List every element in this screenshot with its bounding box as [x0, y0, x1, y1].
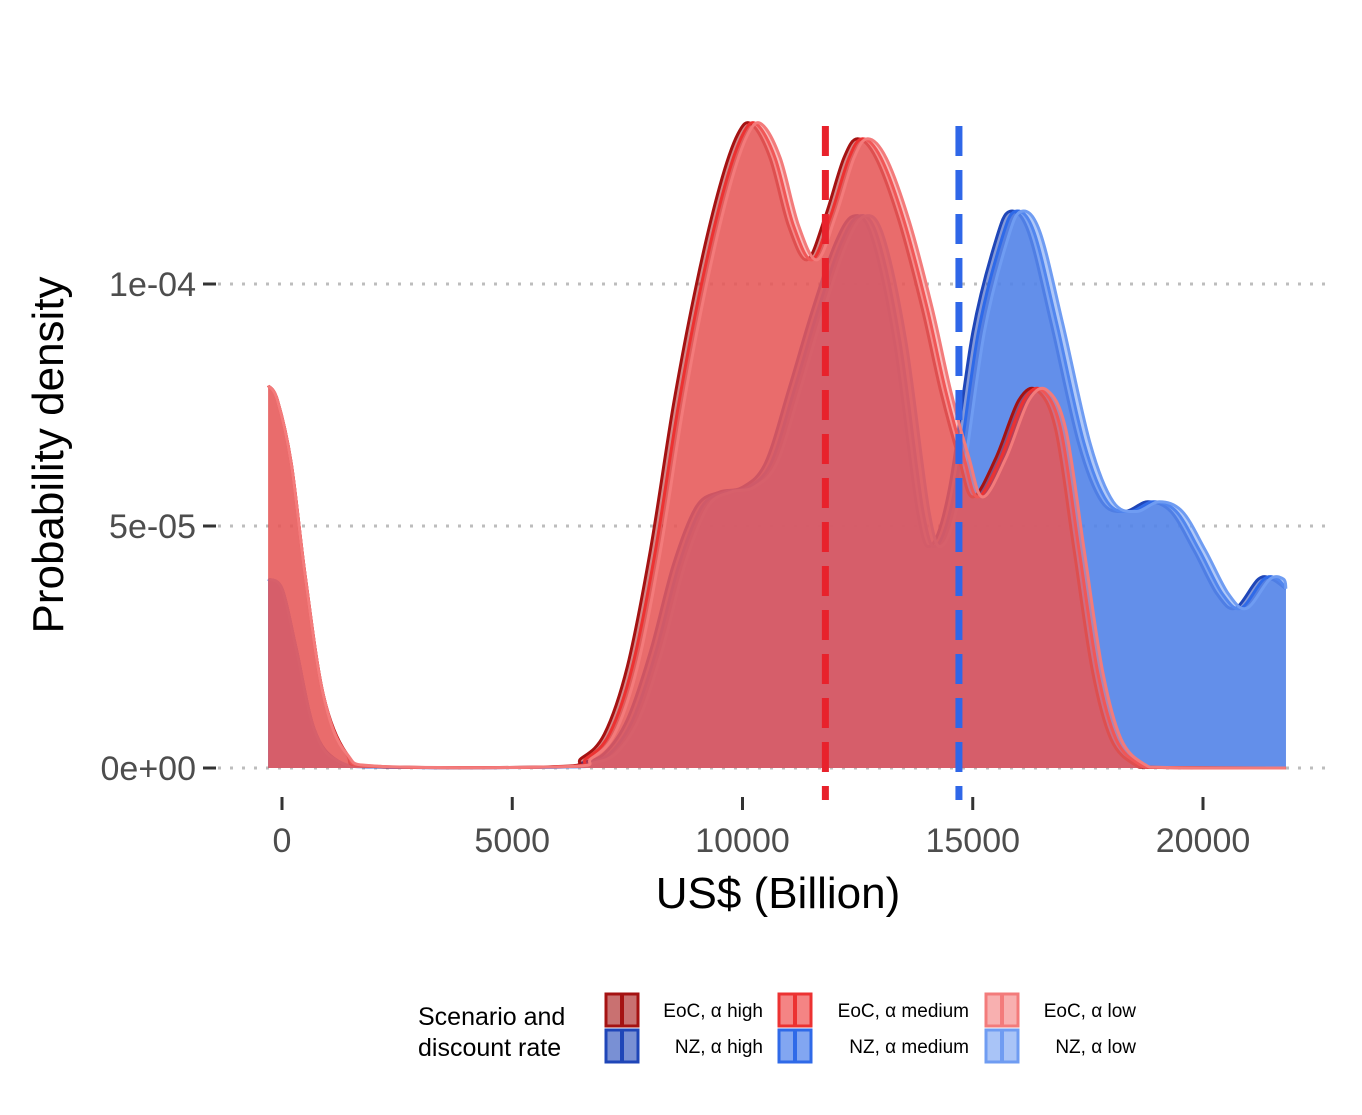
x-tick-label: 10000: [695, 822, 790, 860]
legend-key: NZ, α low: [984, 1028, 1136, 1064]
legend-title-line-1: Scenario and: [418, 1003, 565, 1031]
axes: 0 5000 10000 15000 20000 0e+00 5e-05 1e-04: [101, 266, 1251, 860]
x-tick-label: 20000: [1156, 822, 1251, 860]
legend-label: EoC, α high: [663, 1001, 763, 1022]
legend: Scenario and discount rate EoC, α high Eo…: [418, 992, 1137, 1064]
eoc-densities: [266, 121, 1286, 770]
reference-lines: [821, 126, 963, 800]
x-tick-label: 0: [273, 822, 292, 860]
legend-key: EoC, α low: [984, 992, 1137, 1028]
legend-label: EoC, α medium: [838, 1001, 969, 1022]
y-tick-label: 1e-04: [109, 266, 196, 304]
x-tick-label: 5000: [474, 822, 550, 860]
legend-key: EoC, α medium: [777, 992, 969, 1028]
legend-label: NZ, α low: [1055, 1037, 1136, 1058]
density-line-eoc-low: [266, 121, 1286, 770]
legend-key: EoC, α high: [604, 992, 763, 1028]
y-axis-title: Probability density: [24, 276, 73, 633]
legend-label: NZ, α medium: [849, 1037, 969, 1058]
y-tick-label: 5e-05: [109, 508, 196, 546]
legend-label: EoC, α low: [1044, 1001, 1137, 1022]
x-axis-title: US$ (Billion): [656, 869, 901, 918]
legend-key: NZ, α medium: [777, 1028, 969, 1064]
y-tick-label: 0e+00: [101, 750, 197, 788]
legend-label: NZ, α high: [675, 1037, 763, 1058]
legend-title-line-2: discount rate: [418, 1034, 561, 1062]
density-area-eoc-low: [268, 122, 1286, 768]
x-tick-label: 15000: [925, 822, 1020, 860]
legend-key: NZ, α high: [604, 1028, 763, 1064]
legend-keys: EoC, α high EoC, α medium EoC, α low NZ, α …: [604, 992, 1137, 1064]
